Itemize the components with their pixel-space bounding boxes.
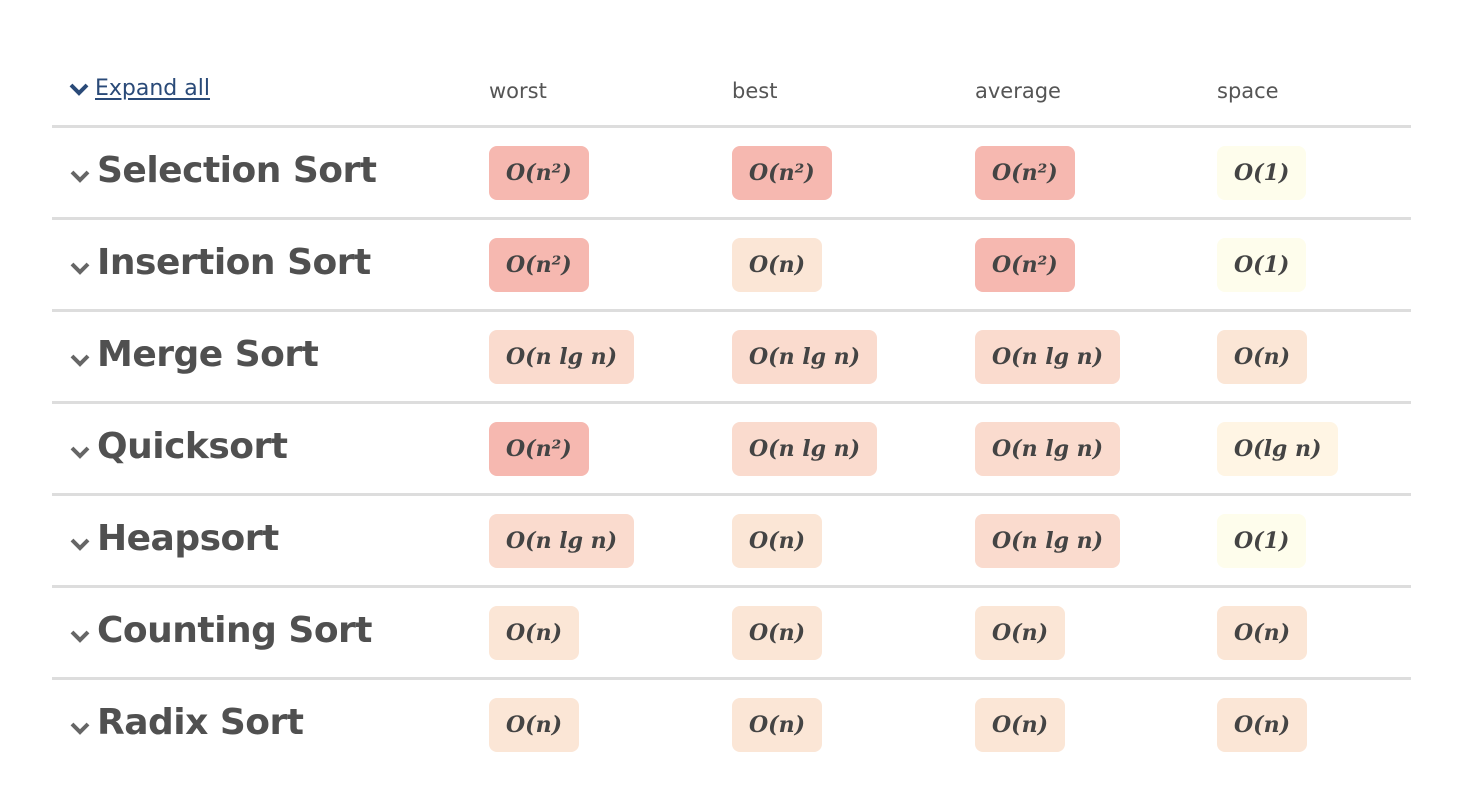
complexity-badge-space: O(1) bbox=[1217, 514, 1307, 568]
complexity-badge-worst: O(n²) bbox=[489, 146, 589, 200]
complexity-badge-space: O(1) bbox=[1217, 146, 1307, 200]
algorithm-name: Insertion Sort bbox=[97, 242, 371, 283]
complexity-badge-space: O(n) bbox=[1217, 606, 1307, 660]
column-header-average: average bbox=[975, 79, 1061, 103]
algorithm-toggle[interactable]: Radix Sort bbox=[69, 702, 304, 743]
chevron-down-icon bbox=[69, 83, 89, 96]
complexity-badge-average: O(n²) bbox=[975, 146, 1075, 200]
table-row: Insertion Sort O(n²) O(n) O(n²) O(1) bbox=[52, 220, 1411, 312]
header-row: Expand all worst best average space bbox=[52, 60, 1411, 128]
table-row: Merge Sort O(n lg n) O(n lg n) O(n lg n) O(n… bbox=[52, 312, 1411, 404]
algorithm-name: Quicksort bbox=[97, 426, 288, 467]
complexity-badge-best: O(n) bbox=[732, 698, 822, 752]
algorithm-toggle[interactable]: Counting Sort bbox=[69, 610, 373, 651]
complexity-badge-average: O(n lg n) bbox=[975, 330, 1121, 384]
column-header-best: best bbox=[732, 79, 778, 103]
complexity-badge-space: O(lg n) bbox=[1217, 422, 1339, 476]
complexity-badge-space: O(n) bbox=[1217, 330, 1307, 384]
column-header-worst: worst bbox=[489, 79, 547, 103]
complexity-badge-average: O(n) bbox=[975, 606, 1065, 660]
complexity-badge-average: O(n²) bbox=[975, 238, 1075, 292]
table-row: Quicksort O(n²) O(n lg n) O(n lg n) O(lg n) bbox=[52, 404, 1411, 496]
algorithm-name: Counting Sort bbox=[97, 610, 373, 651]
complexity-badge-best: O(n²) bbox=[732, 146, 832, 200]
complexity-badge-worst: O(n lg n) bbox=[489, 330, 635, 384]
chevron-down-icon bbox=[70, 446, 90, 459]
chevron-down-icon bbox=[70, 170, 90, 183]
complexity-badge-average: O(n lg n) bbox=[975, 422, 1121, 476]
table-row: Radix Sort O(n) O(n) O(n) O(n) bbox=[52, 680, 1411, 769]
algorithm-toggle[interactable]: Quicksort bbox=[69, 426, 288, 467]
chevron-down-icon bbox=[70, 354, 90, 367]
algorithm-name: Merge Sort bbox=[97, 334, 319, 375]
complexity-badge-worst: O(n) bbox=[489, 698, 579, 752]
complexity-badge-best: O(n) bbox=[732, 514, 822, 568]
complexity-badge-space: O(1) bbox=[1217, 238, 1307, 292]
algorithm-name: Radix Sort bbox=[97, 702, 304, 743]
algorithm-toggle[interactable]: Heapsort bbox=[69, 518, 279, 559]
algorithm-toggle[interactable]: Selection Sort bbox=[69, 150, 377, 191]
chevron-down-icon bbox=[70, 722, 90, 735]
sorting-complexity-table: Expand all worst best average space Sele… bbox=[52, 60, 1411, 769]
algorithm-name: Selection Sort bbox=[97, 150, 377, 191]
complexity-badge-average: O(n) bbox=[975, 698, 1065, 752]
complexity-badge-best: O(n) bbox=[732, 238, 822, 292]
expand-all-link[interactable]: Expand all bbox=[69, 76, 210, 101]
table-row: Selection Sort O(n²) O(n²) O(n²) O(1) bbox=[52, 128, 1411, 220]
expand-all-label: Expand all bbox=[95, 76, 210, 101]
complexity-badge-best: O(n) bbox=[732, 606, 822, 660]
algorithm-toggle[interactable]: Insertion Sort bbox=[69, 242, 371, 283]
complexity-badge-worst: O(n²) bbox=[489, 422, 589, 476]
complexity-badge-worst: O(n) bbox=[489, 606, 579, 660]
complexity-badge-worst: O(n²) bbox=[489, 238, 589, 292]
complexity-badge-average: O(n lg n) bbox=[975, 514, 1121, 568]
column-header-space: space bbox=[1217, 79, 1279, 103]
table-row: Counting Sort O(n) O(n) O(n) O(n) bbox=[52, 588, 1411, 680]
complexity-badge-best: O(n lg n) bbox=[732, 422, 878, 476]
algorithm-name: Heapsort bbox=[97, 518, 279, 559]
algorithm-toggle[interactable]: Merge Sort bbox=[69, 334, 319, 375]
complexity-badge-best: O(n lg n) bbox=[732, 330, 878, 384]
table-row: Heapsort O(n lg n) O(n) O(n lg n) O(1) bbox=[52, 496, 1411, 588]
chevron-down-icon bbox=[70, 630, 90, 643]
complexity-badge-space: O(n) bbox=[1217, 698, 1307, 752]
complexity-badge-worst: O(n lg n) bbox=[489, 514, 635, 568]
chevron-down-icon bbox=[70, 262, 90, 275]
chevron-down-icon bbox=[70, 538, 90, 551]
